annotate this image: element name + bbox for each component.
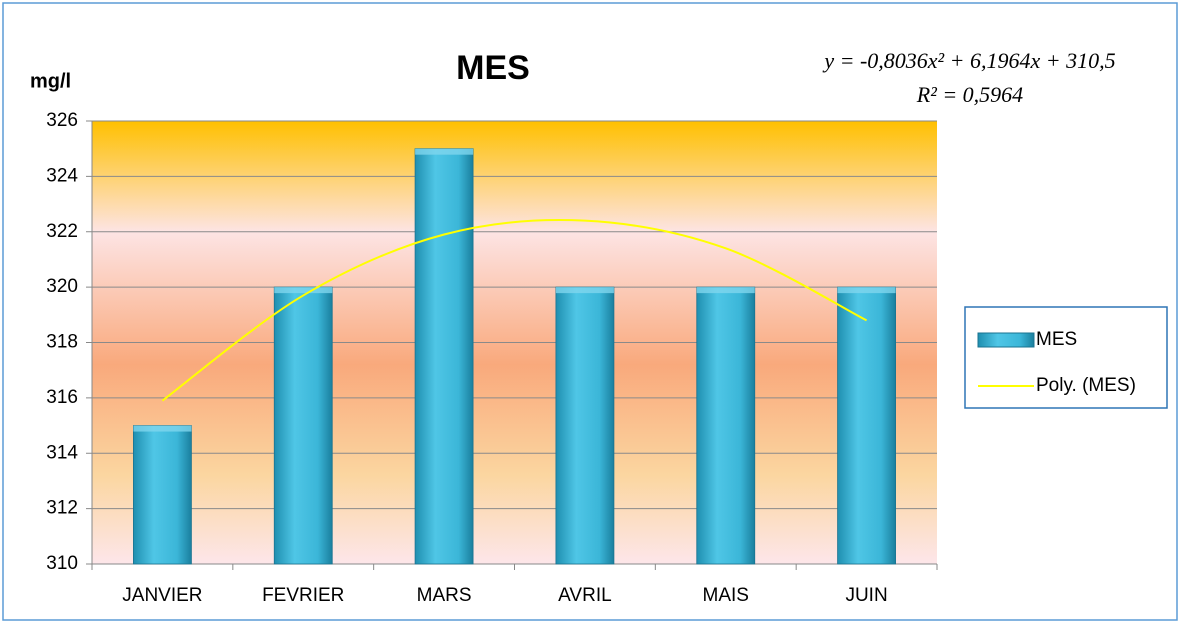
- y-tick-label: 314: [46, 442, 78, 463]
- x-tick-label: MARS: [417, 585, 472, 606]
- bar: [555, 286, 615, 565]
- y-tick-label: 310: [46, 553, 78, 574]
- y-axis-label: mg/l: [30, 70, 71, 92]
- bar: [696, 286, 756, 565]
- trend-r2: R² = 0,5964: [916, 82, 1023, 107]
- x-tick-label: FEVRIER: [262, 585, 344, 606]
- y-tick-label: 318: [46, 332, 78, 353]
- legend-label: MES: [1036, 329, 1077, 350]
- y-tick-label: 312: [46, 498, 78, 519]
- legend-label: Poly. (MES): [1036, 375, 1136, 396]
- bar-cap: [837, 287, 896, 294]
- y-tick-label: 326: [46, 110, 78, 131]
- trend-line: [161, 219, 868, 402]
- bar: [133, 425, 192, 565]
- x-tick-label: AVRIL: [558, 585, 612, 606]
- bar: [273, 286, 333, 565]
- x-tick-label: JUIN: [845, 585, 887, 606]
- bar-cap: [555, 287, 614, 294]
- x-tick-label: JANVIER: [122, 585, 202, 606]
- bar-cap: [415, 148, 474, 155]
- y-tick-label: 316: [46, 387, 78, 408]
- legend-box: [964, 306, 1168, 409]
- trend-equation: y = -0,8036x² + 6,1964x + 310,5: [822, 48, 1115, 73]
- y-tick-label: 324: [46, 165, 78, 186]
- bar: [414, 148, 474, 565]
- bar-cap: [133, 425, 192, 432]
- bar-cap: [274, 287, 333, 294]
- bar-cap: [696, 287, 755, 294]
- legend-swatch: [977, 332, 1035, 348]
- chart-title: MES: [456, 49, 530, 87]
- y-tick-label: 322: [46, 221, 78, 242]
- bar: [837, 286, 896, 565]
- x-tick-label: MAIS: [703, 585, 749, 606]
- y-tick-label: 320: [46, 276, 78, 297]
